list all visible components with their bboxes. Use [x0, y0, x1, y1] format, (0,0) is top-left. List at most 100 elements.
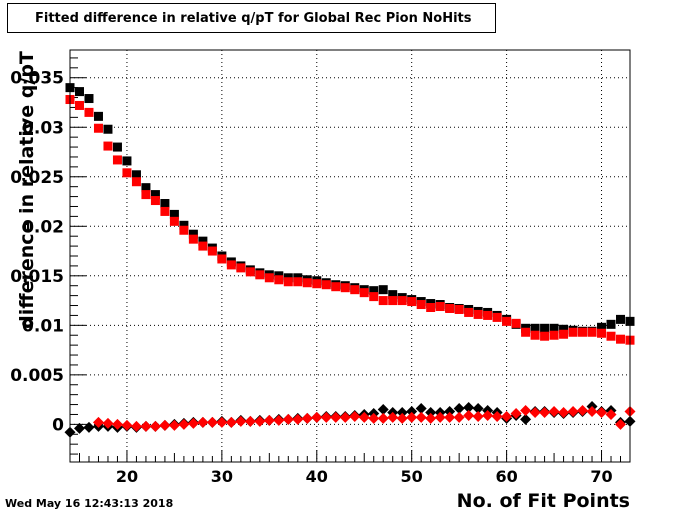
data-point-square [388, 296, 398, 306]
data-point-square [340, 283, 350, 293]
y-tick-label: 0.005 [10, 366, 64, 386]
data-point-square [359, 288, 369, 298]
data-point-square [369, 286, 379, 296]
x-axis-label: No. of Fit Points [456, 490, 630, 512]
data-point-diamond [206, 416, 218, 428]
data-point-square [84, 107, 94, 117]
data-point-square [236, 263, 246, 273]
data-point-square [559, 324, 569, 334]
data-point-square [93, 123, 103, 133]
data-point-diamond [130, 420, 142, 432]
data-point-square [378, 296, 388, 306]
data-point-diamond [548, 405, 560, 417]
data-point-square [597, 322, 607, 332]
data-point-diamond [586, 405, 598, 417]
data-point-diamond [605, 408, 617, 420]
data-point-diamond [387, 411, 399, 423]
data-point-diamond [225, 416, 237, 428]
data-point-square [331, 282, 341, 292]
data-point-diamond [159, 419, 171, 431]
data-point-square [559, 329, 569, 339]
data-point-diamond [92, 416, 104, 428]
data-point-square [131, 177, 141, 187]
data-point-square [103, 124, 113, 134]
data-point-diamond [396, 406, 408, 418]
data-point-square [606, 319, 616, 329]
data-point-diamond [216, 416, 228, 428]
data-point-square [407, 297, 417, 307]
data-point-square [397, 296, 407, 306]
data-point-square [312, 279, 322, 289]
data-point-square [188, 229, 198, 239]
data-point-square [549, 330, 559, 340]
y-tick-label: 0.01 [22, 316, 64, 336]
data-point-square [511, 318, 521, 328]
data-point-diamond [235, 415, 247, 427]
data-point-diamond [292, 413, 304, 425]
data-point-square [540, 323, 550, 333]
data-point-square [378, 285, 388, 295]
data-point-diamond [377, 412, 389, 424]
data-point-diamond [358, 411, 370, 423]
data-point-diamond [415, 403, 427, 415]
y-tick-label: 0.015 [10, 267, 64, 287]
data-point-square [616, 314, 626, 324]
data-point-diamond [482, 409, 494, 421]
data-point-diamond [330, 411, 342, 423]
y-axis-label: difference in relative q/pT [16, 51, 38, 329]
data-point-square [160, 206, 170, 216]
data-point-diamond [558, 406, 570, 418]
data-point-square [198, 241, 208, 251]
x-tick-label: 20 [116, 467, 138, 486]
data-point-diamond [311, 411, 323, 423]
data-point-square [502, 316, 512, 326]
data-point-diamond [520, 405, 532, 416]
data-point-diamond [73, 422, 85, 434]
data-point-diamond [168, 419, 180, 431]
data-point-diamond [444, 411, 456, 423]
chart-grid [70, 50, 630, 462]
data-point-square [141, 190, 151, 200]
chart-title: Fitted difference in relative q/pT for G… [35, 10, 472, 26]
data-point-square [597, 328, 607, 338]
data-point-diamond [615, 418, 627, 430]
data-point-diamond [282, 413, 294, 425]
data-point-square [112, 142, 122, 152]
data-point-square [521, 327, 531, 337]
data-point-square [540, 331, 550, 341]
y-tick-label: 0 [52, 415, 64, 435]
data-point-diamond [425, 412, 437, 424]
data-point-square [169, 209, 179, 219]
data-point-square [207, 246, 217, 256]
data-point-square [245, 267, 255, 277]
data-point-diamond [197, 416, 209, 428]
data-point-square [169, 216, 179, 226]
data-point-diamond [472, 410, 484, 422]
data-point-diamond [415, 411, 427, 423]
data-point-diamond [368, 412, 380, 424]
data-point-diamond [320, 411, 332, 423]
data-point-square [616, 334, 626, 344]
chart-points [64, 83, 636, 438]
data-point-diamond [520, 413, 532, 425]
data-point-square [530, 330, 540, 340]
data-point-square [103, 141, 113, 151]
data-point-diamond [254, 415, 266, 427]
data-point-diamond [406, 411, 418, 423]
data-point-square [226, 260, 236, 270]
y-tick-label: 0.035 [10, 69, 64, 89]
data-point-square [388, 290, 398, 300]
data-point-square [606, 331, 616, 341]
data-point-square [454, 304, 464, 314]
data-point-diamond [149, 420, 161, 432]
y-tick-label: 0.025 [10, 168, 64, 188]
data-point-square [198, 236, 208, 246]
data-point-square [179, 220, 189, 230]
data-point-diamond [102, 417, 114, 429]
chart-tick-labels: 20 30 40 50 60 70 0 0.005 0.01 0.015 0.02 0.025 0.03… [10, 69, 612, 486]
data-point-square [112, 155, 122, 165]
data-point-square [426, 303, 436, 312]
data-point-square [530, 323, 540, 333]
data-point-square [160, 199, 170, 209]
